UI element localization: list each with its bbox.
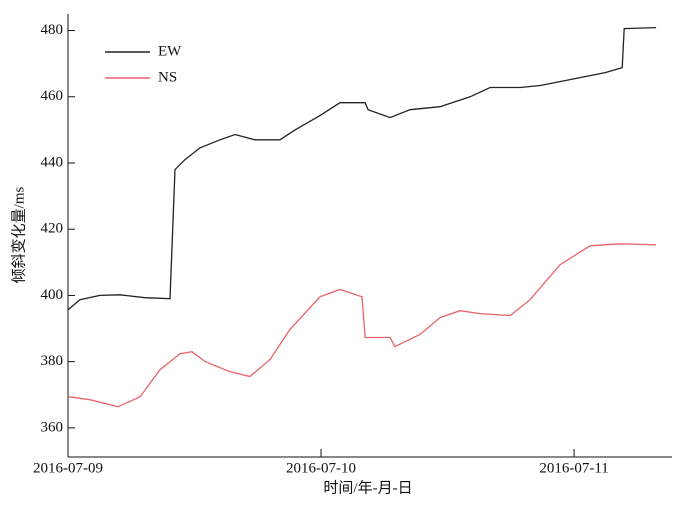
- y-axis-label: 倾斜变化量/ms: [10, 187, 27, 284]
- legend-label: EW: [158, 43, 182, 59]
- series-line: [67, 26, 657, 311]
- legend-label: NS: [158, 69, 177, 85]
- y-tick-label: 420: [41, 221, 64, 237]
- x-tick-label: 2016-07-10: [286, 460, 356, 476]
- x-axis-label: 时间/年-月-日: [323, 479, 412, 496]
- x-tick-label: 2016-07-11: [539, 460, 608, 476]
- y-tick-label: 400: [41, 287, 64, 303]
- y-tick-label: 460: [41, 88, 64, 104]
- y-tick-label: 360: [41, 419, 64, 435]
- y-tick-label: 480: [41, 22, 64, 38]
- y-tick-label: 440: [41, 154, 64, 170]
- y-tick-label: 380: [41, 353, 64, 369]
- x-tick-label: 2016-07-09: [33, 460, 103, 476]
- series-line: [67, 243, 657, 408]
